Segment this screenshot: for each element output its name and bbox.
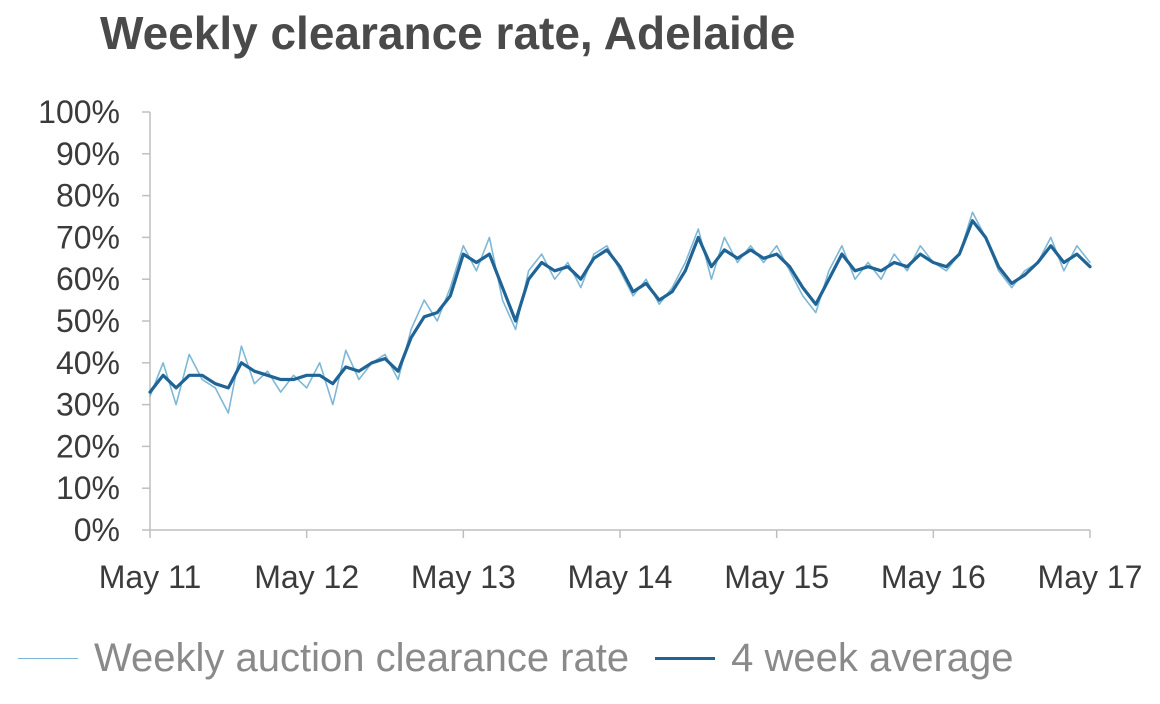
chart-title: Weekly clearance rate, Adelaide bbox=[100, 7, 796, 59]
series-line-weekly bbox=[149, 211, 1091, 414]
legend-item-average: 4 week average bbox=[655, 636, 1014, 681]
y-tick-label: 70% bbox=[56, 219, 120, 255]
x-tick-label: May 16 bbox=[881, 559, 986, 595]
series-line-average bbox=[148, 219, 1092, 394]
x-tick-label: May 17 bbox=[1038, 559, 1143, 595]
legend-label-weekly: Weekly auction clearance rate bbox=[94, 636, 630, 680]
x-tick-label: May 15 bbox=[724, 559, 829, 595]
y-tick-label: 20% bbox=[56, 428, 120, 464]
y-tick-label: 90% bbox=[56, 136, 120, 172]
x-tick-label: May 12 bbox=[254, 559, 359, 595]
x-tick-label: May 14 bbox=[568, 559, 673, 595]
y-tick-label: 100% bbox=[38, 94, 120, 130]
legend-swatch-weekly bbox=[18, 658, 78, 659]
legend-item-weekly: Weekly auction clearance rate bbox=[18, 636, 629, 681]
y-tick-label: 50% bbox=[56, 303, 120, 339]
legend-swatch-average bbox=[655, 657, 716, 660]
series-lines bbox=[148, 211, 1092, 414]
x-tick-label: May 11 bbox=[99, 559, 202, 595]
axes bbox=[149, 112, 1090, 531]
y-tick-label: 60% bbox=[56, 261, 120, 297]
x-ticks: May 11 May 12 May 13 May 14 May 15 May 16 May … bbox=[99, 530, 1143, 595]
x-tick-label: May 13 bbox=[411, 559, 516, 595]
y-ticks: 0% 10% 20% 30% 40% 50% 60% 70% 80% 90% 100% bbox=[38, 94, 150, 548]
y-tick-label: 10% bbox=[56, 470, 120, 506]
y-tick-label: 80% bbox=[56, 178, 120, 214]
y-tick-label: 40% bbox=[56, 345, 120, 381]
y-tick-label: 0% bbox=[74, 512, 120, 548]
y-tick-label: 30% bbox=[56, 387, 120, 423]
legend-label-average: 4 week average bbox=[731, 636, 1014, 680]
legend: Weekly auction clearance rate 4 week ave… bbox=[18, 636, 1040, 681]
